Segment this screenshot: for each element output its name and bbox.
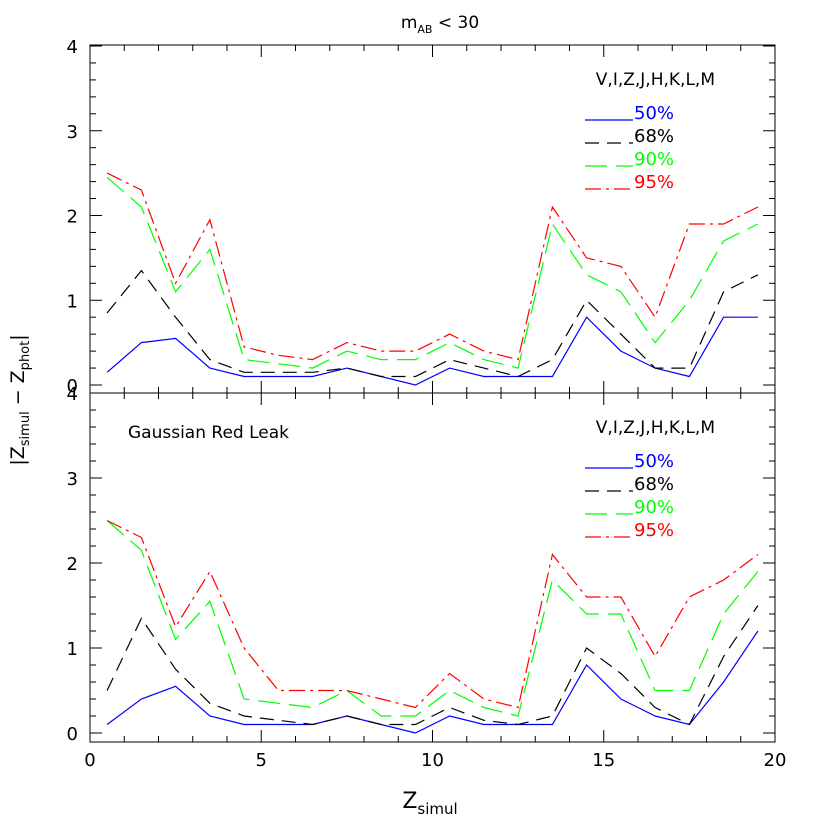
y-tick-label: 0 — [67, 376, 78, 397]
y-tick-label: 4 — [67, 37, 78, 58]
legend-label: 50% — [634, 451, 674, 472]
x-tick-label: 0 — [84, 750, 95, 771]
y-tick-label: 1 — [67, 639, 78, 660]
y-tick-label: 2 — [67, 207, 78, 228]
x-tick-label: 15 — [592, 750, 615, 771]
panel-annotation: Gaussian Red Leak — [128, 423, 289, 443]
series-line-68pct — [106, 269, 759, 378]
legend-label: 68% — [634, 126, 674, 147]
legend-label: 68% — [634, 474, 674, 495]
title-sub: AB — [417, 23, 432, 36]
panel-frame — [89, 392, 776, 743]
filter-bands-label: V,I,Z,J,H,K,L,M — [596, 70, 715, 90]
y-tick-label: 3 — [67, 469, 78, 490]
x-axis-title: Zsimul — [402, 789, 457, 818]
series-line-68pct — [106, 605, 759, 726]
y-axis-title: |Zsimul − Zphot| — [7, 334, 33, 465]
legend-label: 95% — [634, 172, 674, 193]
x-tick-label: 5 — [256, 750, 267, 771]
x-tick-label: 20 — [764, 750, 787, 771]
bottom-panel: 0 1 2 3 4 0 5 10 15 20 V,I,Z,J,H,K,L,M Gaussian Red… — [67, 384, 787, 771]
filter-bands-label: V,I,Z,J,H,K,L,M — [596, 418, 715, 438]
legend-label: 90% — [634, 149, 674, 170]
series-line-50pct — [106, 630, 759, 734]
legend-label: 95% — [634, 520, 674, 541]
y-tick-label: 4 — [67, 384, 78, 405]
y-tick-label: 3 — [67, 122, 78, 143]
xlabel-main: Z — [402, 789, 417, 814]
legend-label: 50% — [634, 103, 674, 124]
top-panel: 0 1 2 3 4 V,I,Z,J,H,K,L,M 50%68%90%95% — [67, 37, 776, 397]
title-rest: < 30 — [432, 13, 479, 33]
xlabel-sub: simul — [417, 800, 457, 818]
series-line-95pct — [106, 172, 759, 361]
x-tick-label: 10 — [421, 750, 444, 771]
series-line-90pct — [106, 520, 759, 717]
y-tick-label: 1 — [67, 291, 78, 312]
ylabel-sub2: phot — [18, 341, 33, 371]
ylabel-sub1: simul — [18, 411, 33, 446]
title-main: m — [401, 13, 418, 33]
y-tick-label: 2 — [67, 554, 78, 575]
series-line-95pct — [106, 519, 759, 709]
legend-label: 90% — [634, 497, 674, 518]
ylabel-end: | — [7, 334, 29, 340]
ylabel-mid: − Z — [7, 370, 29, 411]
panel-frame — [89, 44, 776, 394]
series-line-50pct — [106, 316, 758, 386]
y-tick-label: 0 — [67, 724, 78, 745]
top-panel-title: mAB < 30 — [401, 13, 479, 36]
series-line-90pct — [106, 176, 759, 369]
ylabel-main: |Z — [7, 446, 29, 465]
